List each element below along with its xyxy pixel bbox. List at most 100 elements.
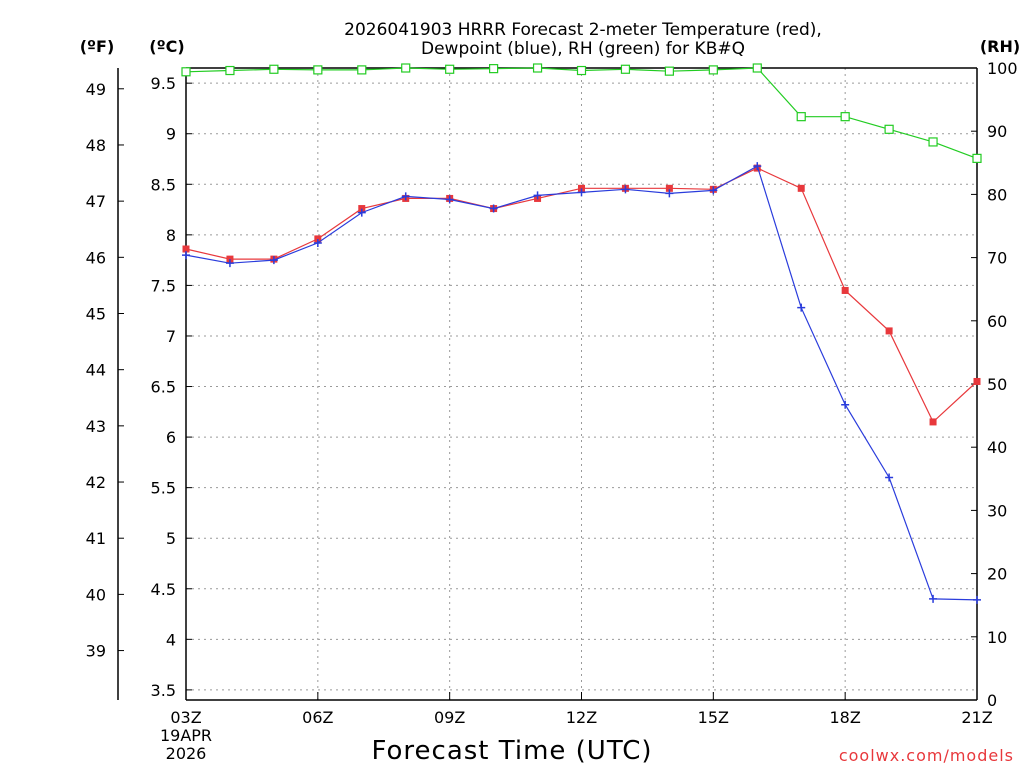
rh-unit-label: (RH)	[980, 37, 1020, 56]
x-tick-label: 18Z	[830, 708, 861, 727]
temperature-data-point	[358, 205, 366, 213]
dewpoint-data-point	[533, 191, 542, 200]
rh-data-point	[225, 65, 235, 76]
dewpoint-data-point	[489, 204, 498, 213]
dewpoint-data-point	[313, 238, 322, 247]
celsius-tick-label: 6	[166, 428, 176, 447]
celsius-tick-label: 3.5	[151, 681, 176, 700]
fahrenheit-axis: 39 40 41 42 43 44 45 46 47 48 49	[86, 80, 124, 661]
fahrenheit-tick-label: 44	[86, 361, 106, 380]
rh-tick-label: 20	[987, 565, 1007, 584]
date-label-day: 19APR	[160, 726, 212, 745]
rh-data-point	[181, 67, 191, 77]
celsius-tick-label: 5.5	[151, 479, 176, 498]
x-tick-label: 06Z	[302, 708, 333, 727]
rh-tick-label: 40	[987, 438, 1007, 457]
fahrenheit-tick-label: 43	[86, 417, 106, 436]
dewpoint-data-point	[182, 251, 190, 260]
dewpoint-data-point	[269, 256, 278, 265]
fahrenheit-tick-label: 41	[86, 529, 106, 548]
series-layer	[181, 63, 982, 604]
celsius-tick-label: 4.5	[151, 580, 176, 599]
rh-data-point	[532, 63, 543, 73]
temperature-data-point	[973, 377, 981, 385]
fahrenheit-tick-label: 40	[86, 585, 106, 604]
rh-data-point	[313, 65, 323, 75]
gridlines	[185, 68, 978, 700]
temperature-data-point	[665, 184, 673, 192]
celsius-tick-label: 9.5	[151, 74, 176, 93]
chart-title-line-1: 2026041903 HRRR Forecast 2-meter Tempera…	[344, 20, 822, 40]
x-tick-label: 03Z	[170, 708, 201, 727]
celsius-tick-label: 7.5	[151, 276, 176, 295]
celsius-tick-label: 9	[166, 125, 176, 144]
rh-data-point	[708, 65, 718, 75]
celsius-tick-label: 8.5	[151, 175, 176, 194]
dewpoint-data-point	[709, 186, 718, 195]
dewpoint-data-point	[621, 185, 630, 194]
fahrenheit-tick-label: 49	[86, 80, 106, 99]
temperature-data-point	[578, 184, 585, 192]
dewpoint-data-point	[973, 595, 981, 604]
rh-data-point	[972, 153, 982, 163]
rh-tick-label: 80	[987, 185, 1007, 204]
dewpoint-data-point	[445, 195, 454, 204]
fahrenheit-tick-label: 45	[86, 304, 106, 323]
rh-data-point	[884, 124, 894, 134]
rh-tick-label: 70	[987, 249, 1007, 268]
rh-data-point	[269, 64, 279, 74]
rh-data-point	[664, 66, 674, 76]
rh-tick-label: 100	[987, 59, 1018, 78]
rh-data-point	[401, 63, 411, 73]
celsius-tick-label: 6.5	[151, 378, 176, 397]
rh-data-point	[620, 64, 631, 74]
dewpoint-data-point	[665, 189, 674, 198]
rh-tick-label: 0	[987, 691, 997, 710]
rh-tick-label: 10	[987, 628, 1007, 647]
celsius-tick-label: 4	[166, 630, 176, 649]
fahrenheit-tick-label: 48	[86, 136, 106, 155]
rh-data-point	[796, 112, 806, 122]
rh-data-point	[576, 65, 587, 76]
rh-data-point	[489, 64, 499, 74]
rh-tick-label: 50	[987, 375, 1007, 394]
temperature-data-point	[314, 235, 322, 243]
rh-tick-label: 60	[987, 312, 1007, 331]
fahrenheit-tick-label: 42	[86, 473, 106, 492]
fahrenheit-tick-label: 47	[86, 192, 106, 211]
temperature-data-point	[797, 184, 805, 192]
dewpoint-data-point	[929, 594, 938, 603]
rh-tick-label: 30	[987, 501, 1007, 520]
fahrenheit-tick-label: 46	[86, 248, 106, 267]
rh-data-point	[752, 63, 762, 73]
temperature-data-point	[182, 245, 190, 253]
credit-text: coolwx.com/models	[839, 746, 1014, 765]
temperature-data-point	[929, 418, 937, 426]
dewpoint-data-point	[885, 473, 894, 482]
x-axis-title: Forecast Time (UTC)	[371, 736, 652, 766]
celsius-axis: 3.5 4 4.5 5 5.5 6 6.5 7 7.5 8 8.5 9 9.5	[151, 74, 192, 700]
chart-title-line-2: Dewpoint (blue), RH (green) for KB#Q	[421, 39, 745, 59]
dewpoint-data-point	[797, 303, 806, 312]
dewpoint-data-point	[841, 400, 850, 409]
celsius-tick-label: 8	[166, 226, 176, 245]
x-tick-label: 12Z	[566, 708, 597, 727]
x-tick-label: 09Z	[434, 708, 465, 727]
rh-data-point	[445, 64, 455, 74]
celsius-tick-label: 5	[166, 529, 176, 548]
date-label-year: 2026	[166, 744, 207, 763]
x-tick-label: 15Z	[698, 708, 729, 727]
rh-tick-label: 90	[987, 122, 1007, 141]
x-axis: 03Z 06Z 09Z 12Z 15Z 18Z 21Z	[170, 692, 993, 727]
dewpoint-data-point	[225, 259, 234, 268]
celsius-tick-label: 7	[166, 327, 176, 346]
rh-axis: 0 10 20 30 40 50 60 70 80 90 100	[971, 59, 1018, 710]
temperature-data-point	[841, 286, 849, 294]
rh-data-point	[840, 112, 850, 122]
dewpoint-data-point	[577, 188, 586, 197]
celsius-unit-label: (ºC)	[149, 37, 184, 56]
rh-data-point	[357, 65, 367, 75]
dewpoint-data-point	[401, 192, 410, 201]
temperature-data-point	[226, 255, 234, 263]
